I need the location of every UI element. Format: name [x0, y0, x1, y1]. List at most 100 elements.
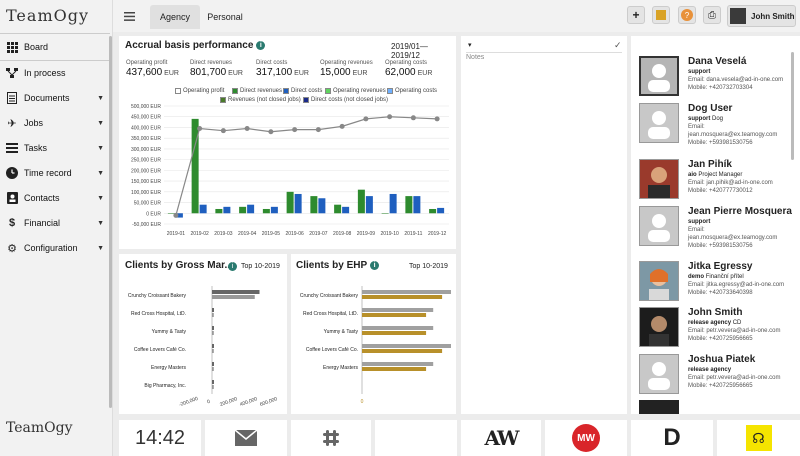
ehp-chart: Crunchy Croissant Bakery Red Cross Hospit…	[300, 286, 451, 405]
bar	[270, 206, 278, 214]
sidebar-item-tasks[interactable]: Tasks ▼	[0, 136, 110, 160]
contact-card[interactable]: Dana Veselá support Email: dana.vesela@a…	[637, 54, 787, 102]
contacts-scrollbar[interactable]	[791, 52, 794, 160]
contact-card[interactable]: Jean Pierre Mosquera support Email: jean…	[637, 204, 792, 252]
d-logo: D	[663, 424, 681, 451]
dollar-icon: $	[8, 217, 16, 229]
contact-email: Email:	[688, 227, 705, 233]
contact-email: Email: petr.vevera@ad-in-one.com	[688, 375, 781, 381]
bar	[212, 326, 214, 330]
contact-card[interactable]: John Smith release agency CD Email: petr…	[637, 305, 787, 353]
contact-mobile: Mobile: +420733640398	[688, 290, 753, 296]
bar	[294, 193, 302, 214]
sidebar-item-financial[interactable]: $ Financial ▼	[0, 211, 110, 235]
bar	[191, 118, 199, 214]
divider	[0, 33, 110, 34]
period-label: Top 10-2019	[241, 263, 280, 270]
category-label: Energy Masters	[151, 365, 187, 371]
contact-card[interactable]: Jitka Egressy demo Finanční přítel Email…	[637, 259, 787, 307]
contact-card[interactable]: Joshua Piatek release agency Email: petr…	[637, 352, 787, 400]
contact-card[interactable]: Jan Pihík aio Project Manager Email: jan…	[637, 157, 787, 205]
sidebar-scrollbar[interactable]	[109, 36, 112, 408]
help-button[interactable]: ?	[678, 6, 696, 24]
empty-tile[interactable]	[375, 420, 457, 456]
legend-item[interactable]: Direct costs	[283, 88, 322, 94]
sidebar-item-configuration[interactable]: ⚙ Configuration ▼	[0, 236, 110, 260]
sidebar-item-jobs[interactable]: ✈ Jobs ▼	[0, 111, 110, 135]
sidebar-item-contacts[interactable]: Contacts ▼	[0, 186, 110, 210]
yellow-app-tile[interactable]: ☊	[717, 420, 800, 456]
data-point	[268, 129, 274, 135]
legend-item[interactable]: Revenues (not closed jobs)	[220, 97, 301, 103]
x-tick-label: 2019-06	[285, 231, 304, 237]
gear-icon: ⚙	[7, 242, 17, 255]
tab-agency[interactable]: Agency	[150, 5, 200, 29]
sidebar-item-board[interactable]: Board	[0, 35, 110, 59]
tab-personal[interactable]: Personal	[207, 12, 243, 22]
kpi-label: Operating costs	[385, 60, 428, 66]
help-icon: ?	[681, 9, 693, 21]
legend-item[interactable]: Operating costs	[387, 88, 437, 94]
legend-item[interactable]: Direct costs (not closed jobs)	[303, 97, 388, 103]
x-tick-label: 2019-02	[190, 231, 209, 237]
notes-field[interactable]: Notes	[466, 54, 485, 61]
info-icon[interactable]: i	[370, 260, 380, 270]
kpi-value: 15,000 EUR	[320, 67, 368, 78]
mail-tile[interactable]	[205, 420, 287, 456]
data-point	[315, 127, 321, 133]
user-menu-button[interactable]: John Smith	[727, 5, 796, 27]
bar	[286, 191, 294, 214]
y-tick-label: 200,000 EUR	[131, 168, 161, 174]
clock-time: 14:42	[134, 426, 186, 449]
bar	[212, 331, 214, 335]
bar	[212, 380, 214, 384]
avatar	[639, 261, 679, 301]
chevron-down-icon: ▼	[97, 244, 104, 252]
printer-icon: ⎙	[708, 9, 716, 21]
data-point	[197, 126, 203, 132]
panel-title: Clients by Gross Mar...	[125, 260, 233, 271]
add-button[interactable]: +	[627, 6, 645, 24]
sidebar-item-documents[interactable]: Documents ▼	[0, 86, 110, 110]
legend-item[interactable]: Operating revenues	[325, 88, 386, 94]
contact-email: Email:	[688, 124, 705, 130]
print-button[interactable]: ⎙	[703, 6, 721, 24]
contact-card[interactable]: Dog User support Dog Email: jean.mosquer…	[637, 101, 787, 149]
sidebar-item-time-record[interactable]: Time record ▼	[0, 161, 110, 185]
info-icon[interactable]: i	[228, 262, 237, 271]
check-icon[interactable]: ✓	[614, 40, 622, 50]
x-tick-label: 2019-12	[428, 231, 447, 237]
bar	[362, 344, 451, 348]
bar	[405, 196, 413, 214]
bar	[365, 196, 373, 214]
sidebar-item-in-process[interactable]: In process	[0, 61, 110, 85]
contacts-icon	[6, 192, 18, 204]
mw-tile[interactable]: MW	[545, 420, 627, 456]
teamogy-logo-bottom: TeamOgy	[6, 420, 73, 436]
data-point	[292, 127, 298, 133]
slack-tile[interactable]	[291, 420, 371, 456]
chevron-down-icon[interactable]: ▾	[468, 42, 472, 49]
y-tick-label: 350,000 EUR	[131, 136, 161, 142]
d-tile[interactable]: D	[631, 420, 713, 456]
contact-email: Email: petr.vevera@ad-in-one.com	[688, 328, 781, 334]
x-tick-label: 2019-10	[380, 231, 399, 237]
legend-item[interactable]: Direct revenues	[232, 88, 282, 94]
bar	[212, 344, 214, 348]
contact-name: Dana Veselá	[688, 56, 747, 67]
legend-item[interactable]: Operating profit	[175, 88, 224, 94]
hamburger-menu-icon[interactable]	[124, 8, 136, 24]
info-icon[interactable]: i	[256, 40, 266, 50]
bar	[362, 349, 443, 353]
notes-panel: ▾ ✓ Notes	[461, 36, 627, 414]
data-point	[387, 114, 393, 120]
bar	[362, 326, 434, 330]
aw-tile[interactable]: AW	[461, 420, 541, 456]
teamogy-logo[interactable]: TeamOgy	[6, 6, 90, 25]
bar	[381, 213, 389, 214]
notes-button[interactable]	[652, 6, 670, 24]
x-tick-label: 2019-04	[238, 231, 257, 237]
clock-tile[interactable]: 14:42	[119, 420, 201, 456]
bar	[212, 308, 214, 312]
note-icon	[656, 10, 666, 20]
